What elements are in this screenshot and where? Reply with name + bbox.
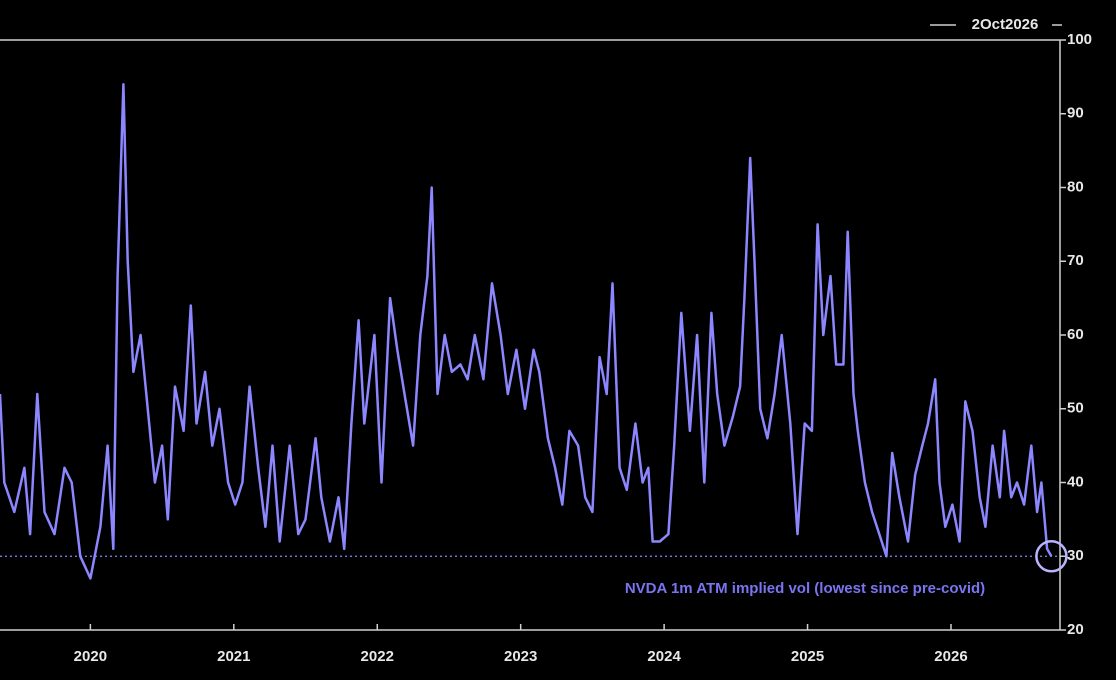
date-label: 2Oct2026 (972, 16, 1039, 33)
y-tick-label: 100 (1067, 31, 1092, 48)
x-tick-label: 2020 (74, 648, 107, 665)
y-tick-label: 40 (1067, 473, 1084, 490)
x-tick-label: 2024 (647, 648, 681, 665)
y-tick-label: 60 (1067, 326, 1084, 343)
y-tick-label: 90 (1067, 105, 1084, 122)
y-tick-label: 80 (1067, 178, 1084, 195)
highlight-circle (1035, 540, 1068, 573)
y-tick-label: 20 (1067, 621, 1084, 638)
y-tick-label: 50 (1067, 400, 1084, 417)
x-tick-label: 2026 (934, 648, 967, 665)
y-tick-label: 70 (1067, 252, 1084, 269)
x-tick-label: 2021 (217, 648, 250, 665)
vol-line (0, 83, 1053, 580)
x-tick-label: 2023 (504, 648, 537, 665)
x-tick-label: 2022 (361, 648, 394, 665)
x-tick-label: 2025 (791, 648, 824, 665)
y-tick-label: 30 (1067, 547, 1084, 564)
annotation: NVDA 1m ATM implied vol (lowest since pr… (625, 580, 985, 597)
